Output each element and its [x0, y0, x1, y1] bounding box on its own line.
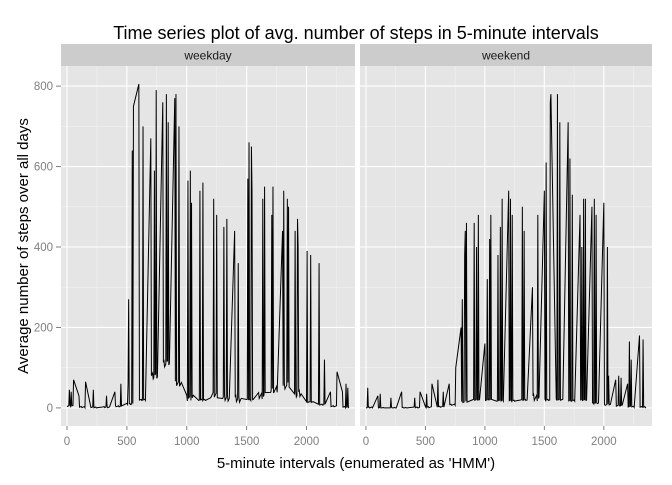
panel-weekend-strip — [360, 44, 652, 66]
series-line-weekday — [66, 83, 350, 410]
y-axis: 0 200 400 600 800 — [34, 81, 61, 415]
x-tick-label: 2000 — [591, 436, 617, 448]
y-tick-label: 800 — [34, 81, 53, 93]
x-tick-label: 1500 — [234, 436, 260, 448]
y-tick-label: 400 — [34, 242, 53, 254]
x-tick-label: 500 — [117, 436, 136, 448]
panel-weekday-strip — [61, 44, 355, 66]
panel-weekday-strip-label: weekday — [183, 49, 231, 63]
panel-weekday: weekday 0 500 1000 1500 2000 — [61, 44, 355, 448]
chart-title: Time series plot of avg. number of steps… — [113, 23, 599, 43]
x-tick-label: 500 — [416, 436, 435, 448]
y-tick-label: 0 — [47, 403, 53, 415]
y-tick-label: 600 — [34, 162, 53, 174]
x-tick-label: 1500 — [532, 436, 558, 448]
x-tick-label: 2000 — [294, 436, 320, 448]
x-tick-label: 0 — [64, 436, 70, 448]
panel-weekend-data — [365, 94, 647, 410]
panel-weekday-x-axis: 0 500 1000 1500 2000 — [64, 426, 320, 448]
x-tick-label: 1000 — [472, 436, 498, 448]
panel-weekday-data — [66, 83, 350, 410]
panel-weekday-grid — [61, 66, 355, 426]
panel-weekend-strip-label: weekend — [481, 49, 530, 63]
panel-weekend-x-axis: 0 500 1000 1500 2000 — [363, 426, 617, 448]
y-axis-title: Average number of steps over all days — [15, 118, 32, 374]
panel-weekend: weekend 0 500 1000 1500 2000 — [360, 44, 652, 448]
series-line-weekend — [365, 94, 647, 410]
x-tick-label: 0 — [363, 436, 369, 448]
x-axis-title: 5-minute intervals (enumerated as 'HMM') — [217, 455, 495, 472]
x-tick-label: 1000 — [174, 436, 200, 448]
y-tick-label: 200 — [34, 322, 53, 334]
